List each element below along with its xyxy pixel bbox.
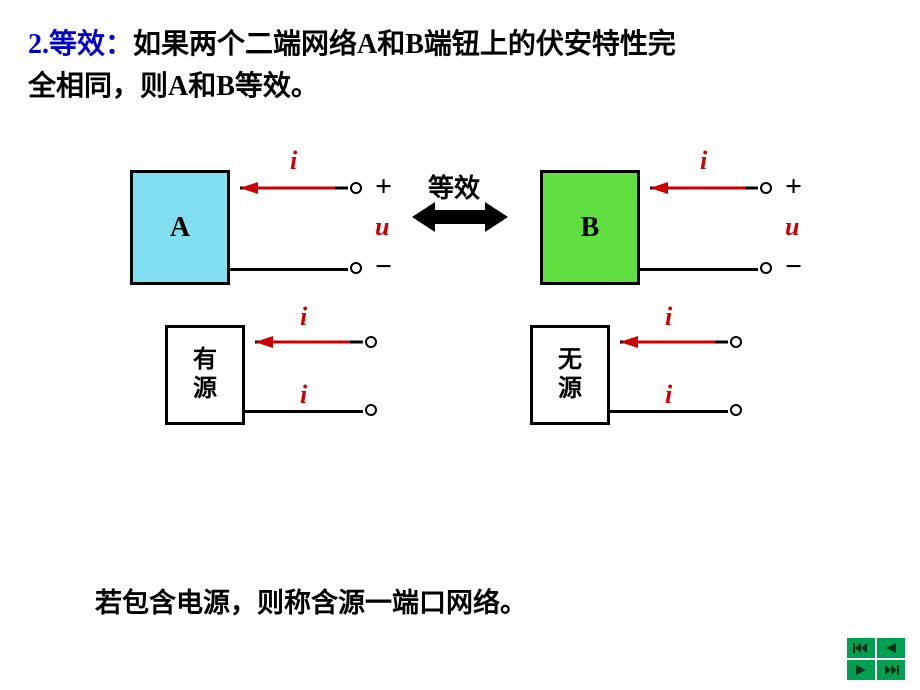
diagram: A i + u − 等效 B i + u − 有 源 i <box>0 140 920 560</box>
network-b-label: B <box>581 212 600 244</box>
label-a-plus: + <box>375 170 392 204</box>
label-b-plus: + <box>785 170 802 204</box>
wire-b-bottom <box>640 268 758 271</box>
label-a-voltage: u <box>375 212 389 242</box>
label-b-minus: − <box>785 250 802 284</box>
wire-passive-bottom <box>610 410 728 413</box>
passive-label-1: 无 <box>558 346 582 375</box>
active-label-1: 有 <box>193 346 217 375</box>
nav-button-group <box>847 638 905 680</box>
wire-a-top <box>230 178 360 198</box>
network-box-a: A <box>130 170 230 285</box>
terminal-b-top <box>760 182 772 194</box>
equiv-arrow-icon <box>410 200 510 234</box>
nav-next-button[interactable] <box>847 660 875 680</box>
nav-prev-button[interactable] <box>877 638 905 658</box>
label-active-current-top: i <box>300 302 307 332</box>
wire-passive-top <box>610 332 740 352</box>
label-b-current: i <box>700 146 707 176</box>
terminal-passive-top <box>730 336 742 348</box>
heading-line2: 全相同，则A和B等效。 <box>28 71 319 102</box>
network-box-b: B <box>540 170 640 285</box>
heading-line1: 如果两个二端网络A和B端钮上的伏安特性完 <box>133 29 676 60</box>
terminal-active-bottom <box>365 404 377 416</box>
terminal-passive-bottom <box>730 404 742 416</box>
heading-term: 等效： <box>49 29 133 60</box>
wire-b-top <box>640 178 770 198</box>
nav-first-button[interactable] <box>847 638 875 658</box>
network-box-passive: 无 源 <box>530 325 610 425</box>
heading-number: 2. <box>28 29 49 60</box>
network-a-label: A <box>170 212 190 244</box>
passive-label-2: 源 <box>558 375 582 404</box>
nav-last-button[interactable] <box>877 660 905 680</box>
wire-active-bottom <box>245 410 363 413</box>
wire-active-top <box>245 332 375 352</box>
network-box-active: 有 源 <box>165 325 245 425</box>
label-active-current-bottom: i <box>300 380 307 410</box>
label-b-voltage: u <box>785 212 799 242</box>
terminal-a-top <box>350 182 362 194</box>
label-passive-current-top: i <box>665 302 672 332</box>
footer-text: 若包含电源，则称含源一端口网络。 <box>95 581 527 620</box>
label-a-current: i <box>290 146 297 176</box>
terminal-active-top <box>365 336 377 348</box>
wire-a-bottom <box>230 268 348 271</box>
label-passive-current-bottom: i <box>665 380 672 410</box>
terminal-b-bottom <box>760 262 772 274</box>
label-a-minus: − <box>375 250 392 284</box>
terminal-a-bottom <box>350 262 362 274</box>
heading: 2.等效：如果两个二端网络A和B端钮上的伏安特性完 全相同，则A和B等效。 <box>28 24 892 108</box>
active-label-2: 源 <box>193 375 217 404</box>
